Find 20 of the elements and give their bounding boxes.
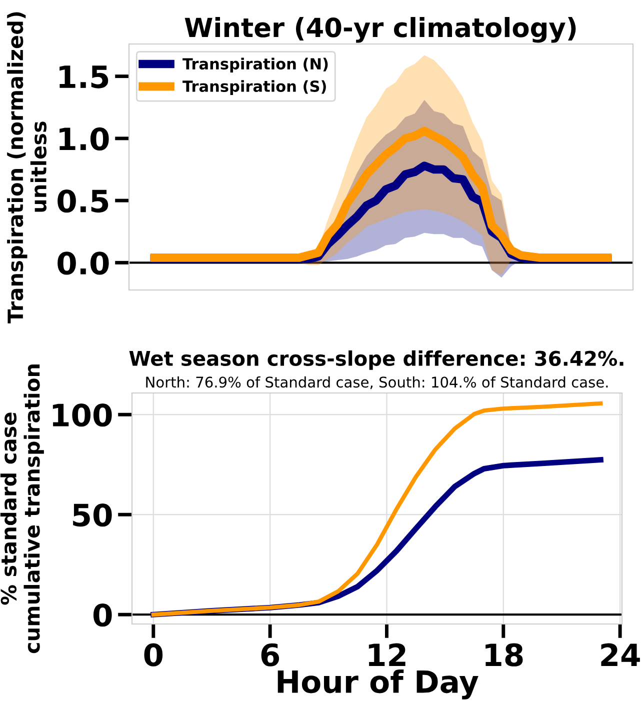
y-tick-label: 1.0 [60, 127, 109, 150]
y-tick-label: 0.5 [58, 189, 108, 213]
y-tick-label: 0 [93, 604, 112, 627]
y-axis-title: % standard case cumulative transpiration [0, 364, 44, 654]
x-tick-label: 12 [368, 643, 406, 666]
y-tick-label: 1.5 [60, 66, 108, 88]
x-tick-label: 24 [601, 643, 640, 666]
chart-title: Wet season cross-slope difference: 36.42%. [129, 350, 624, 370]
x-tick-label: 6 [261, 643, 280, 666]
x-axis-title: Hour of Day [278, 670, 478, 700]
x-tick-label: 0 [144, 643, 163, 666]
chart-subtitle: North: 76.9% of Standard case, South: 104.% of Standard case. [146, 376, 608, 390]
chart-title: Winter (40-yr climatology) [184, 17, 576, 43]
y-axis-title: Transpiration (normalized) unitless [7, 12, 47, 324]
legend-label: Transpiration (S) [182, 80, 326, 95]
legend-label: Transpiration (N) [182, 58, 328, 73]
x-tick-label: 18 [486, 643, 523, 666]
y-tick-label: 100 [52, 404, 112, 427]
y-tick-label: 50 [73, 504, 112, 527]
y-tick-label: 0.0 [58, 252, 109, 275]
